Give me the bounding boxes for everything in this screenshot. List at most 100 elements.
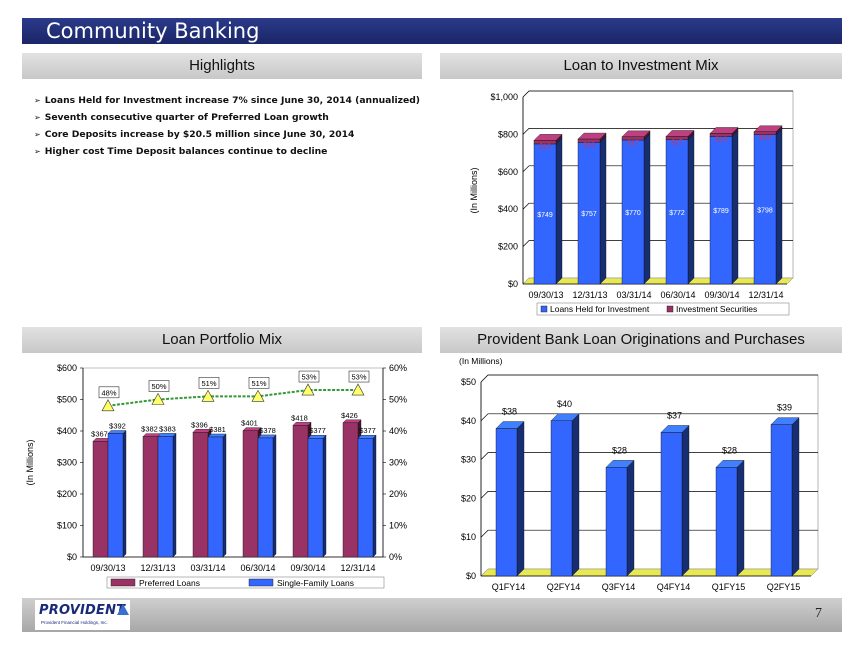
x-tick-label: 12/31/14 [748,290,783,300]
unit-note: (In Millions) [459,356,503,366]
data-label: $16 [715,136,727,143]
data-label: $378 [259,426,276,435]
data-label: $418 [291,413,308,422]
y-tick-label: $200 [57,489,77,499]
legend-swatch [540,305,548,313]
line-label-box [348,370,370,383]
bar-single-family-loans [257,437,274,558]
gridline [480,452,818,460]
data-label: $377 [309,426,326,435]
data-label: $392 [109,422,126,431]
line-marker [201,389,215,402]
preferred-share-line [107,389,358,407]
y-tick-label: $1,000 [490,92,518,102]
gridline [480,413,818,422]
highlight-bullet: Loans Held for Investment increase 7% si… [34,92,424,109]
data-label: $28 [722,445,737,455]
line-marker [351,383,365,396]
gridline [522,128,793,135]
line-marker [301,383,315,396]
title-bar: Community Banking [22,18,842,44]
data-label: $37 [667,410,682,420]
y-tick-label: $100 [57,521,77,531]
data-label: $401 [241,419,258,428]
x-tick-label: Q2FY14 [547,582,581,592]
bar-originations [495,428,518,577]
legend-swatch [666,305,674,313]
x-tick-label: 12/31/14 [340,563,375,573]
data-label: $749 [537,212,553,219]
plot-area [82,367,384,558]
highlight-bullet: Higher cost Time Deposit balances contin… [34,143,424,160]
logo-text: PROVIDENT [39,603,126,618]
data-label: $28 [612,445,627,455]
y2-tick-label: 50% [389,395,407,405]
y-tick-label: $800 [498,129,518,139]
bar-originations-side [736,459,745,577]
y-tick-label: $40 [461,416,476,426]
gridline [480,491,818,499]
x-tick-label: 03/31/14 [190,563,225,573]
data-label: $772 [669,210,685,217]
bar-originations-side [681,424,690,577]
bar-single-family-loans [107,433,124,558]
page-number: 7 [815,606,822,621]
floor [480,568,819,577]
bar-investment-securities [665,136,689,140]
bar-originations-side [571,413,580,577]
bar-originations [715,467,738,577]
legend-swatch [248,578,274,587]
bar-investment-securities [753,131,777,135]
y-tick-label: $300 [57,458,77,468]
gridline [522,165,793,173]
data-label: $757 [581,211,597,218]
y-tick-label: $400 [498,204,518,214]
bar-investment-securities [533,140,557,145]
bar-single-family-loans [207,436,224,558]
bar-investment-securities [709,133,733,137]
loan-portfolio-mix-header: Loan Portfolio Mix [22,327,422,353]
bar-originations-side [626,459,635,577]
highlights-list: Loans Held for Investment increase 7% si… [34,92,424,160]
loan-originations-header: Provident Bank Loan Originations and Pur… [440,327,842,353]
x-tick-label: 06/30/14 [660,290,695,300]
gridline [480,529,818,538]
y-tick-label: $400 [57,426,77,436]
y2-tick-label: 10% [389,521,407,531]
logo-mark-icon [117,604,129,615]
legend-swatch [110,578,136,587]
data-label: $17 [627,140,639,147]
x-tick-label: 09/30/13 [90,563,125,573]
line-data-label: 51% [251,379,266,388]
highlight-bullet: Seventh consecutive quarter of Preferred… [34,109,424,126]
x-tick-label: 12/31/13 [572,290,607,300]
bar-originations [550,420,573,577]
x-tick-label: 09/30/13 [528,290,563,300]
provident-logo: PROVIDENT Provident Financial Holdings, … [35,600,130,630]
page-title: Community Banking [46,19,260,43]
data-label: $381 [209,425,226,434]
logo-subtitle: Provident Financial Holdings, Inc. [41,620,108,625]
legend-label: Investment Securities [676,304,757,314]
legend-box [106,576,385,589]
x-tick-label: 06/30/14 [240,563,275,573]
y-axis-label: (In Millions) [25,439,35,485]
legend-label: Preferred Loans [139,578,200,588]
x-tick-label: Q1FY15 [712,582,746,592]
y-tick-label: $500 [57,395,77,405]
data-label: $367 [91,429,108,438]
y2-tick-label: 30% [389,458,407,468]
y-tick-label: $0 [67,552,77,562]
line-marker [251,389,265,402]
gridline [522,240,793,247]
line-label-box [298,370,320,383]
y-tick-label: $600 [498,167,518,177]
y-tick-label: $20 [461,493,476,503]
x-tick-label: Q2FY15 [767,582,801,592]
line-label-box [198,377,220,389]
x-tick-label: Q4FY14 [657,582,691,592]
bar-originations-side [516,421,525,577]
line-marker [151,392,165,405]
data-label: $18 [583,142,595,149]
y2-tick-label: 0% [389,552,402,562]
